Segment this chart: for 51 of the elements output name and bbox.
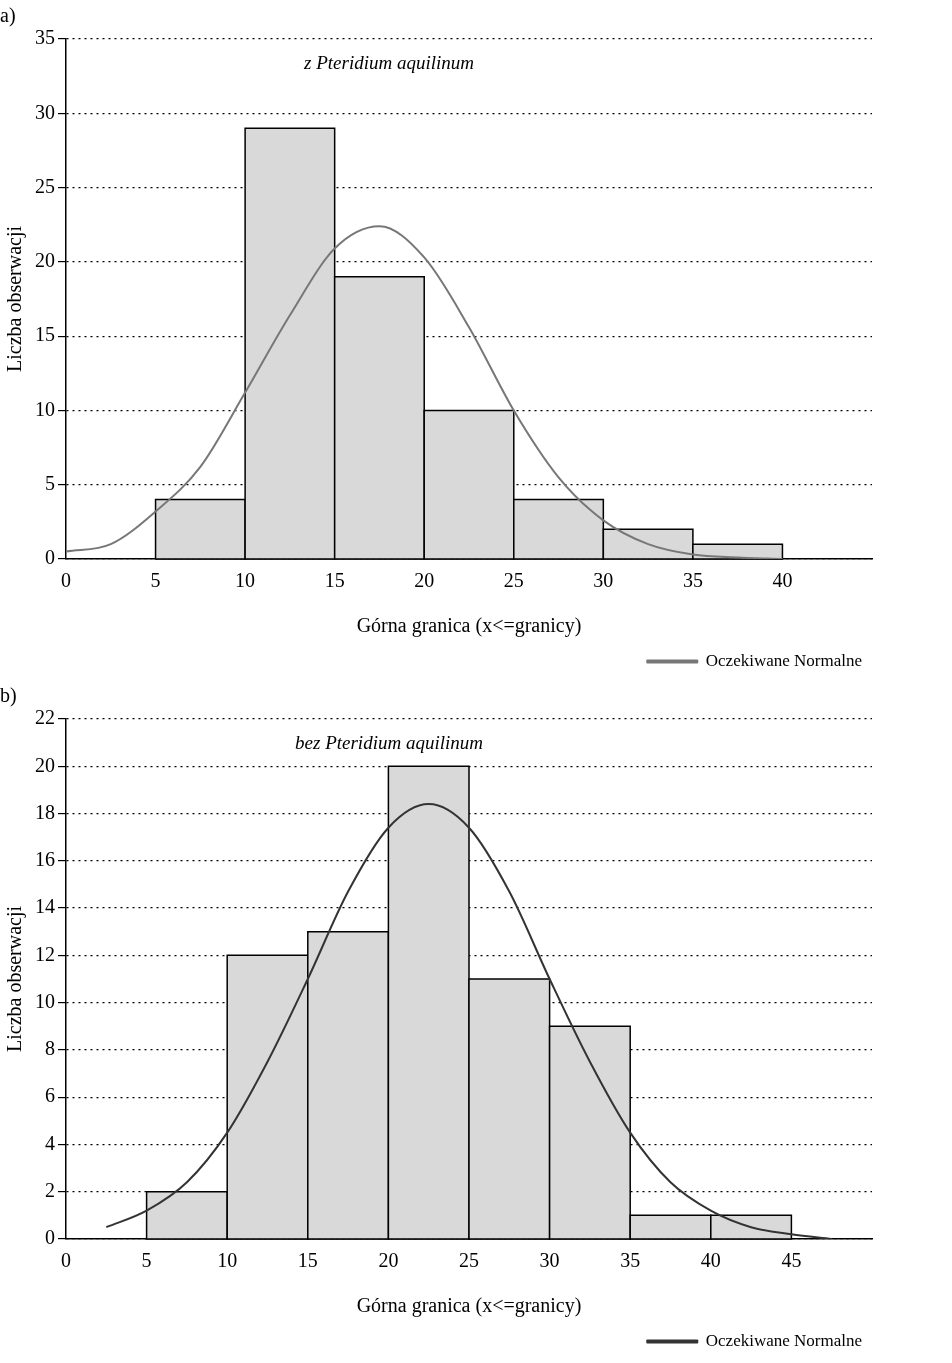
y-tick-label: 14 [35,895,55,918]
y-tick-label: 6 [45,1084,55,1107]
x-tick-label: 5 [141,1249,152,1272]
y-tick-label: 2 [45,1178,55,1201]
y-tick-label: 15 [35,323,55,346]
x-tick-label: 35 [620,1249,641,1272]
y-tick-label: 10 [35,397,55,420]
line-series [66,225,784,559]
x-tick-label: 20 [378,1249,399,1272]
y-tick-label: 18 [35,800,55,823]
x-tick-label: 40 [772,569,793,592]
x-tick-label: 45 [781,1249,802,1272]
x-tick-label: 25 [459,1249,479,1272]
y-tick-label: 4 [45,1131,55,1154]
y-tick-label: 0 [45,1226,55,1249]
legend-label: Oczekiwane Normalne [705,1330,863,1350]
legend-label: Oczekiwane Normalne [705,650,863,670]
x-tick-label: 0 [61,569,71,592]
x-tick-label: 30 [593,569,614,592]
x-tick-label: 10 [235,569,256,592]
x-tick-label: 20 [414,569,435,592]
x-tick-label: 10 [217,1249,238,1272]
x-tick-label: 15 [297,1249,318,1272]
y-tick-label: 0 [45,546,55,569]
y-tick-label: 35 [35,26,55,49]
y-tick-label: 22 [35,706,55,729]
y-tick-label: 20 [35,753,55,776]
x-tick-label: 30 [539,1249,560,1272]
chart-title: b) [0,684,17,708]
x-tick-label: 40 [700,1249,721,1272]
annotation: bez Pteridium aquilinum [295,732,483,753]
x-axis-title: Górna granica (x<=granicy) [356,614,582,638]
chart-title: a) [0,4,16,28]
x-tick-label: 5 [150,569,161,592]
y-axis-title: Liczba obserwacji [3,225,27,373]
annotation: z Pteridium aquilinum [303,52,474,73]
y-tick-label: 25 [35,174,55,197]
y-tick-label: 12 [35,942,55,965]
y-tick-label: 5 [45,471,55,494]
x-axis-title: Górna granica (x<=granicy) [356,1294,582,1318]
y-axis-title: Liczba obserwacji [3,905,27,1053]
line-series [105,803,833,1239]
y-tick-label: 8 [45,1037,55,1060]
x-tick-label: 0 [61,1249,71,1272]
x-tick-label: 25 [503,569,524,592]
x-tick-label: 35 [682,569,703,592]
x-tick-label: 15 [324,569,345,592]
y-tick-label: 16 [35,848,55,871]
y-tick-label: 10 [35,989,55,1012]
y-tick-label: 20 [35,249,55,272]
y-tick-label: 30 [35,100,55,123]
